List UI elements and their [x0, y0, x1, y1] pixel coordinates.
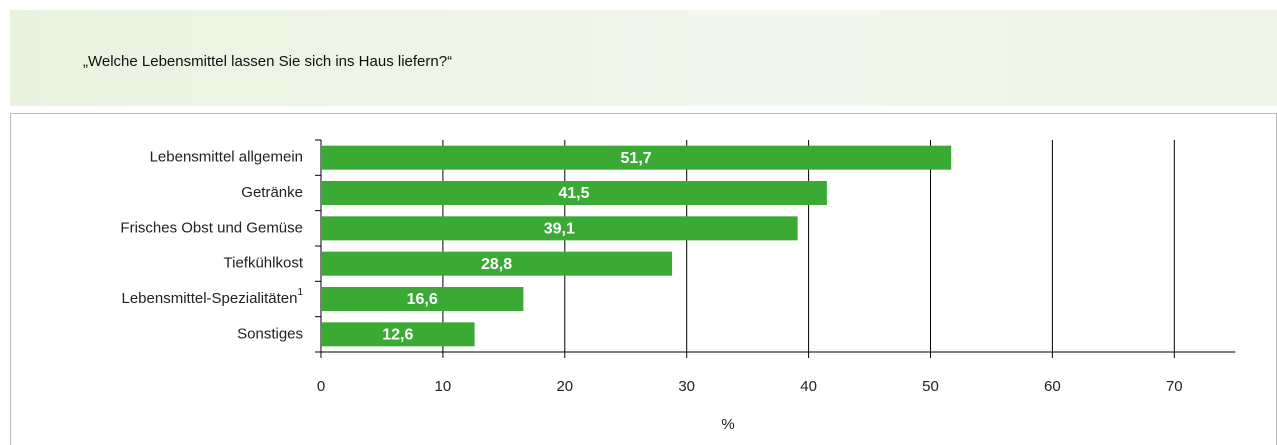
footnote-mark: 1 — [297, 287, 303, 298]
y-tick-label: Lebensmittel allgemein — [150, 149, 303, 166]
x-axis-label: % — [721, 416, 734, 433]
bar — [321, 251, 673, 276]
question: „Welche Lebensmittel lassen Sie sich ins… — [83, 53, 453, 70]
x-tick-label: 60 — [1044, 378, 1061, 395]
category-name: Tiefkühlkost — [224, 255, 304, 272]
category-name: Sonstiges — [237, 325, 303, 342]
bar — [321, 145, 952, 170]
value-label: 12,6 — [382, 327, 413, 344]
value-label: 16,6 — [407, 291, 438, 308]
bar — [321, 216, 798, 241]
x-tick-label: 50 — [922, 378, 939, 395]
bar — [321, 287, 524, 311]
x-tick-label: 0 — [317, 378, 325, 395]
y-tick-label: Frisches Obst und Gemüse — [120, 219, 303, 236]
x-tick-label: 20 — [556, 378, 573, 395]
value-label: 28,8 — [481, 256, 512, 273]
category-name: Lebensmittel allgemein — [150, 149, 303, 166]
y-tick-label: Tiefkühlkost — [224, 255, 304, 272]
x-tick-label: 70 — [1166, 378, 1183, 395]
y-tick-label: Getränke — [241, 184, 303, 201]
x-tick-label: 40 — [800, 378, 817, 395]
x-tick-label: 10 — [435, 378, 452, 395]
value-label: 39,1 — [544, 221, 575, 238]
y-tick-label: Sonstiges — [237, 325, 303, 342]
header: „Welche Lebensmittel lassen Sie sich ins… — [10, 10, 1277, 106]
category-name: Frisches Obst und Gemüse — [120, 219, 303, 236]
chart: % 0 10 20 30 40 50 60 70 Lebensmittel allgemein 5… — [10, 113, 1277, 445]
bar — [321, 322, 475, 347]
bar — [321, 181, 827, 205]
x-tick-label: 30 — [678, 378, 695, 395]
category-name: Lebensmittel-Spezialitäten — [122, 290, 298, 307]
y-tick-label: Lebensmittel-Spezialitäten1 — [122, 287, 304, 307]
category-name: Getränke — [241, 184, 303, 201]
value-label: 41,5 — [558, 185, 589, 202]
value-label: 51,7 — [621, 150, 652, 167]
